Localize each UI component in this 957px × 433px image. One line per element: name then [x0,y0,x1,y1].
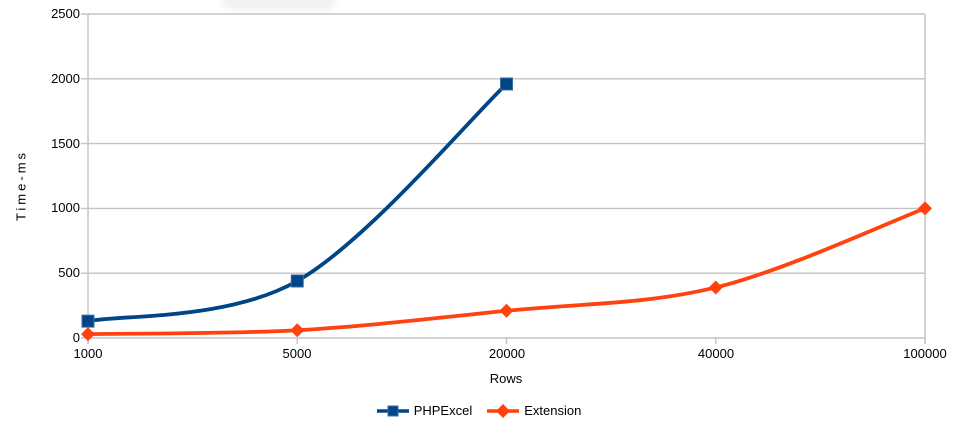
x-axis-title: Rows [489,371,523,386]
legend-item-phpexcel: PHPExcel [376,403,473,419]
y-axis-title: Time-ms [13,149,29,222]
x-axis-tick-label: 100000 [903,346,947,361]
legend-square-marker-icon [376,405,409,417]
y-axis-tick-label: 2500 [51,6,80,21]
legend: PHPExcel Extension [0,403,957,419]
x-axis-tick-label: 1000 [73,346,103,361]
y-axis-tick-label: 2000 [51,71,80,86]
x-axis-tick-label: 5000 [282,346,312,361]
legend-diamond-marker-icon [487,404,520,418]
y-axis-tick-label: 1500 [51,136,80,151]
y-axis-tick-label: 1000 [51,200,80,215]
legend-item-extension: Extension [486,403,581,419]
y-axis-tick-label: 500 [58,265,80,280]
x-axis-tick-label: 20000 [488,346,526,361]
legend-label: Extension [524,403,582,418]
legend-label: PHPExcel [413,403,473,418]
y-axis-tick-label: 0 [72,330,80,345]
x-axis-tick-label: 40000 [697,346,735,361]
top-edge-artifact [222,0,336,10]
